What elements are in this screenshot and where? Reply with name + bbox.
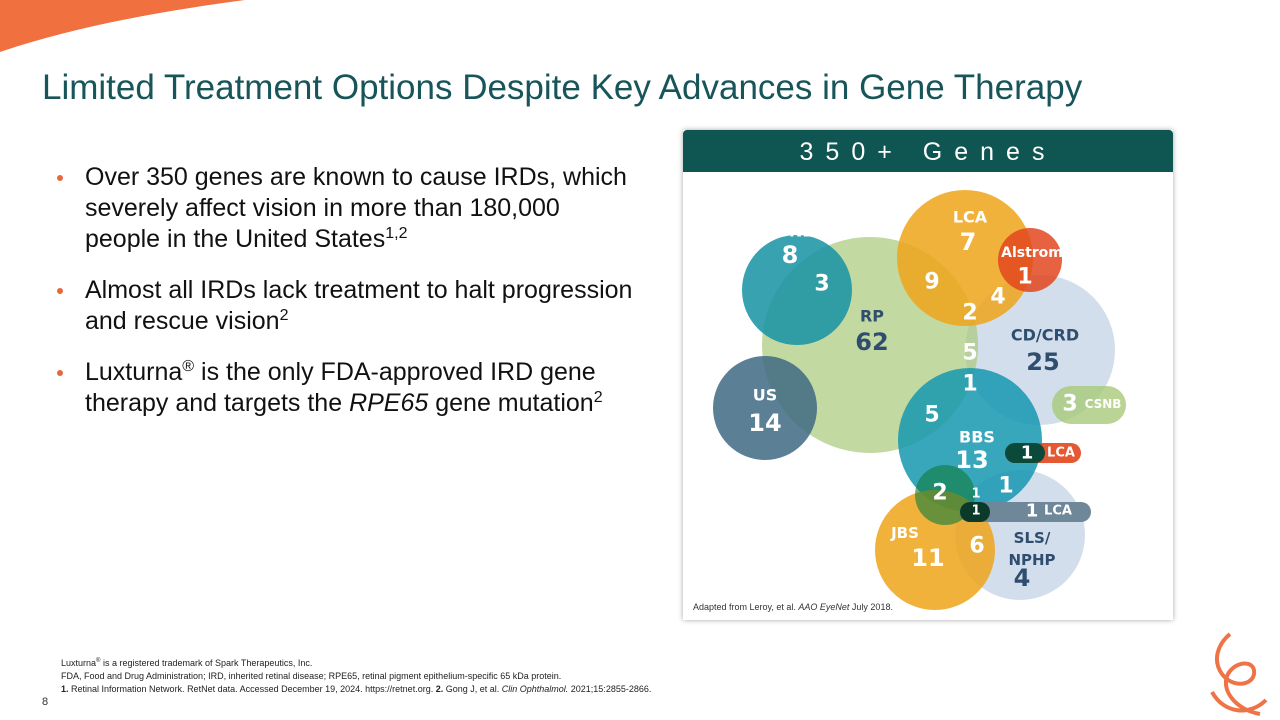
bullet: Almost all IRDs lack treatment to halt p…: [55, 275, 635, 337]
superscript: 1,2: [385, 225, 408, 242]
diagram-label: 4: [990, 285, 1005, 310]
circles: [713, 190, 1126, 610]
diagram-label: LCA: [1047, 446, 1075, 461]
footnote: 1. Retinal Information Network. RetNet d…: [61, 683, 651, 696]
logo: [1210, 632, 1268, 716]
diagram-label: CSNB: [1085, 397, 1122, 411]
caption: Adapted from Leroy, et al. AAO EyeNet Ju…: [693, 602, 893, 612]
superscript: ®: [96, 658, 101, 664]
text: Luxturna: [85, 358, 183, 386]
diagram-label: BBS: [959, 428, 995, 447]
text: gene mutation: [428, 389, 594, 417]
ref-number: 1.: [61, 684, 69, 694]
diagram-label: 1: [998, 474, 1013, 499]
text: Gong J, et al.: [443, 684, 502, 694]
diagram-label: 3: [814, 272, 829, 297]
diagram-label: 5: [924, 403, 939, 428]
journal: AAO EyeNet: [798, 602, 850, 612]
page-number: 8: [42, 696, 49, 708]
text: Luxturna: [61, 658, 97, 668]
superscript: 2: [279, 307, 289, 324]
diagram-label: 4: [1014, 564, 1031, 592]
diagram-label: JBS: [890, 524, 919, 542]
circle: [998, 228, 1062, 292]
journal: Clin Ophthalmol.: [501, 684, 569, 694]
diagram-label: US: [753, 386, 778, 405]
diagram-label: 3: [1062, 392, 1077, 417]
diagram-label: 1: [1021, 443, 1034, 464]
footnotes: Luxturna® is a registered trademark of S…: [61, 657, 651, 696]
text: Almost all IRDs lack treatment to halt p…: [85, 276, 633, 335]
diagram-label: LCA: [953, 208, 988, 227]
footnote: Luxturna® is a registered trademark of S…: [61, 657, 651, 670]
diagram-label: 25: [1026, 348, 1059, 376]
diagram-label: 2: [932, 481, 947, 506]
diagram-label: 8: [782, 241, 799, 269]
pill: [1005, 443, 1045, 463]
diagram-label: SLS/: [1014, 529, 1051, 547]
diagram-label: 11: [911, 544, 944, 572]
diagram-label: CD/CRD: [1011, 326, 1079, 345]
diagram-label: 1: [971, 487, 980, 502]
diagram-label: 5: [962, 341, 977, 366]
diagram-label: 1: [971, 504, 980, 519]
gene-name: RPE65: [349, 389, 429, 417]
text: 2021;15:2855-2866.: [568, 684, 652, 694]
diagram-label: RP: [860, 307, 884, 326]
diagram-label: 13: [955, 446, 988, 474]
circle: [915, 465, 975, 525]
circle: [742, 235, 852, 345]
superscript: ®: [182, 358, 195, 375]
corner-accent: [0, 0, 245, 52]
accent-shape: [0, 0, 245, 52]
text: FDA, Food and Drug Administration; IRD, …: [61, 671, 562, 681]
diagram-label: 14: [748, 409, 781, 437]
text: Adapted from Leroy, et al.: [693, 602, 799, 612]
diagram-label: 9: [924, 270, 939, 295]
diagram-label: 62: [855, 328, 888, 356]
text: is the only FDA-approved IRD gene therap…: [85, 358, 596, 417]
pill: [1052, 386, 1126, 424]
diagram-label: 7: [960, 228, 977, 256]
logo-mark: [1210, 632, 1268, 716]
text: Retinal Information Network. RetNet data…: [68, 684, 436, 694]
diagram-label: NPHP: [1008, 551, 1055, 569]
diagram-label: 1: [962, 372, 977, 397]
footnote: FDA, Food and Drug Administration; IRD, …: [61, 670, 651, 683]
diagram-label: Alstrom: [1001, 245, 1063, 261]
pill: [960, 502, 990, 522]
text: Over 350 genes are known to cause IRDs, …: [85, 163, 627, 253]
pill: [960, 502, 1091, 522]
bullet: Luxturna® is the only FDA-approved IRD g…: [55, 357, 635, 419]
text: is a registered trademark of Spark Thera…: [100, 658, 313, 668]
diagram-label: LCA: [1044, 504, 1072, 519]
diagram-label: 1: [1026, 501, 1039, 522]
bullet-list: Over 350 genes are known to cause IRDs, …: [55, 162, 635, 439]
diagram-label: 2: [962, 301, 977, 326]
diagram-label: CSNB: [765, 222, 814, 241]
diagram-label: 1: [1017, 265, 1032, 290]
ref-number: 2.: [435, 684, 444, 694]
circle: [897, 190, 1033, 326]
bullet: Over 350 genes are known to cause IRDs, …: [55, 162, 635, 255]
superscript: 2: [593, 389, 603, 406]
panel-header: 350+ Genes: [683, 130, 1173, 172]
text: July 2018.: [849, 602, 893, 612]
circle: [713, 356, 817, 460]
diagram-label: 6: [969, 534, 984, 559]
title: Limited Treatment Options Despite Key Ad…: [42, 68, 1083, 107]
